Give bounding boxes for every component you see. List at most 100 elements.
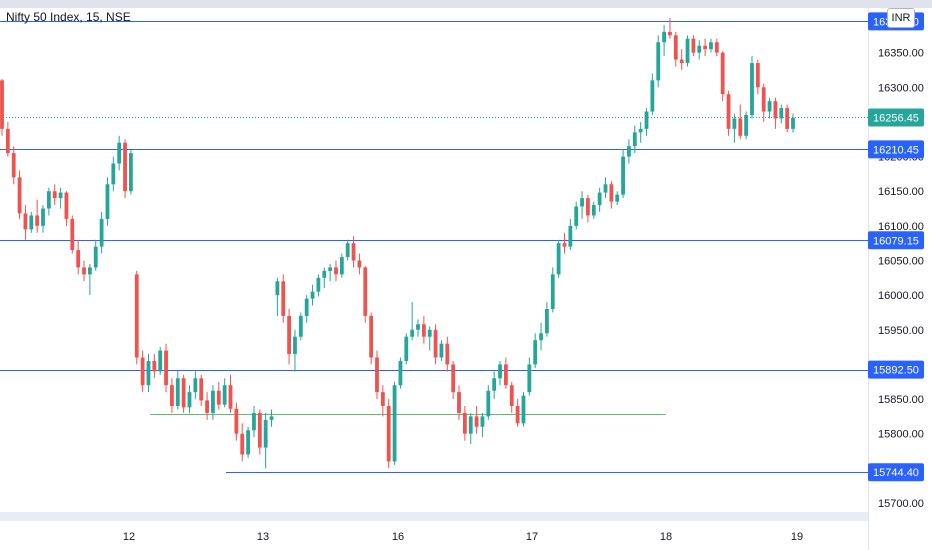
candle-body (76, 250, 81, 268)
candle-body (580, 198, 584, 207)
candle-body (550, 274, 555, 309)
candle-body (732, 118, 737, 129)
x-tick-label: 12 (123, 531, 135, 543)
candle-body (503, 364, 508, 386)
candle-body (673, 35, 678, 60)
candle-body (744, 115, 749, 136)
candle-body (773, 101, 778, 119)
last-price-tag: 16256.45 (873, 112, 919, 124)
x-tick-label: 13 (257, 531, 269, 543)
candle-body (761, 87, 766, 112)
candle-body (427, 329, 432, 337)
candle-body (193, 378, 198, 393)
candle-body (52, 191, 57, 199)
candle-body (380, 392, 385, 406)
candle-body (117, 142, 122, 164)
candle-body (170, 385, 174, 406)
candle-body (252, 412, 256, 431)
candle-body (386, 406, 391, 462)
candle-body (410, 329, 415, 337)
y-tick-label: 16350.00 (878, 48, 924, 60)
candle-body (416, 324, 420, 330)
candle-body (662, 31, 667, 43)
candle-body (304, 298, 309, 316)
candle-body (339, 257, 344, 275)
candle-body (480, 416, 485, 427)
candle-body (310, 291, 315, 299)
candle-body (726, 94, 731, 129)
level-price-tag: 15892.50 (873, 365, 919, 377)
candle-body (175, 378, 180, 406)
candle-body (586, 198, 590, 216)
candle-body (445, 343, 450, 365)
candle-body (164, 350, 168, 386)
candle-body (152, 360, 157, 372)
candle-body (679, 59, 684, 64)
x-tick-label: 19 (791, 531, 803, 543)
candle-body (509, 385, 514, 406)
candle-body (234, 408, 239, 434)
candle-body (216, 390, 221, 405)
currency-badge[interactable]: INR (887, 8, 915, 28)
candle-body (515, 406, 520, 424)
candle-body (474, 416, 479, 427)
candle-body (293, 336, 297, 355)
candle-body (287, 315, 292, 355)
candle-body (205, 400, 209, 413)
candle-body (275, 281, 280, 296)
candle-body (140, 357, 145, 386)
candle-body (46, 191, 51, 209)
candle-body (23, 213, 28, 230)
candle-body (621, 156, 625, 195)
bottom-divider (0, 512, 868, 521)
candle-body (568, 225, 573, 247)
candle-body (105, 184, 110, 219)
level-price-tag: 16079.15 (873, 235, 919, 247)
candle-body (363, 267, 368, 316)
candle-body (134, 274, 139, 358)
candle-body (545, 309, 549, 334)
candle-body (334, 267, 338, 275)
candle-body (779, 108, 784, 119)
level-price-tag: 16210.45 (873, 144, 919, 156)
candle-body (392, 385, 397, 462)
candle-body (322, 270, 327, 278)
candle-body (99, 218, 104, 247)
candle-body (187, 392, 192, 408)
candle-body (111, 163, 116, 185)
candle-body (755, 63, 760, 88)
candle-body (146, 360, 151, 386)
y-tick-label: 16150.00 (878, 186, 924, 198)
candle-body (82, 267, 86, 275)
candle-body (791, 117, 795, 129)
y-tick-label: 15700.00 (878, 498, 924, 510)
candle-body (492, 378, 497, 391)
candle-body (17, 177, 22, 214)
level-price-tag-bg (868, 140, 924, 159)
candle-body (29, 215, 34, 230)
candle-body (562, 243, 567, 247)
candle-body (328, 267, 333, 271)
candle-body (123, 142, 127, 192)
x-tick-label: 17 (526, 531, 538, 543)
candle-body (738, 118, 743, 136)
y-tick-label: 16300.00 (878, 82, 924, 94)
candle-body (539, 333, 543, 341)
candle-body (199, 378, 204, 401)
candle-body (228, 385, 233, 409)
y-tick-label: 15950.00 (878, 325, 924, 337)
x-tick-label: 16 (392, 531, 404, 543)
candle-body (521, 395, 526, 424)
candle-body (257, 412, 262, 448)
candle-body (720, 52, 725, 95)
candle-body (211, 390, 215, 413)
candle-body (345, 243, 350, 258)
candle-body (64, 192, 69, 219)
candle-body (263, 419, 268, 448)
candle-body (591, 205, 596, 216)
candle-body (457, 392, 461, 413)
candle-body (486, 390, 491, 417)
candle-body (556, 243, 561, 275)
